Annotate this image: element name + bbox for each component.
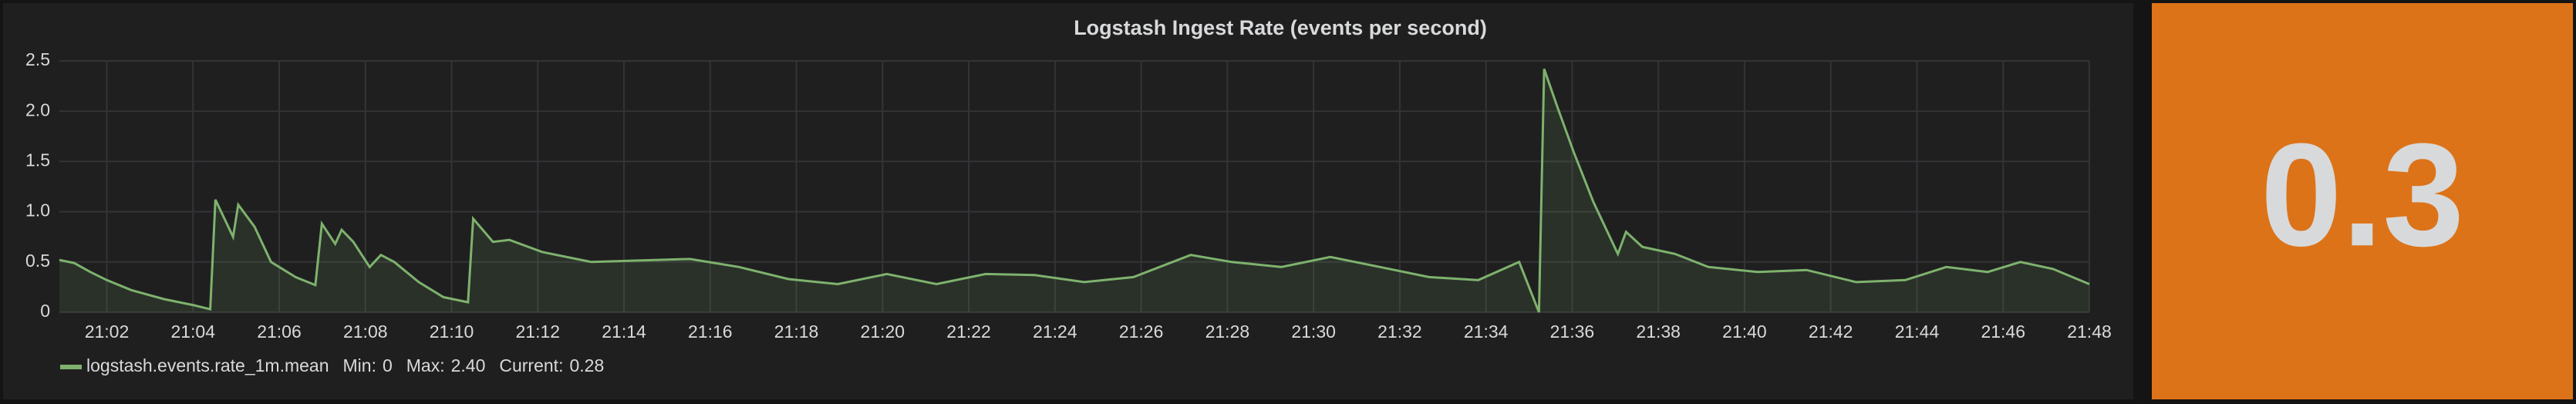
x-tick-label: 21:42 — [1809, 322, 1853, 342]
legend-stat-value: 2.40 — [451, 355, 486, 375]
x-tick-label: 21:38 — [1636, 322, 1681, 342]
y-tick-label: 1.5 — [25, 150, 50, 170]
series-area — [59, 69, 2089, 313]
y-tick-label: 0 — [40, 301, 50, 321]
y-tick-label: 0.5 — [25, 251, 50, 271]
x-tick-label: 21:10 — [430, 322, 474, 342]
x-tick-label: 21:44 — [1895, 322, 1940, 342]
x-tick-label: 21:26 — [1119, 322, 1164, 342]
x-tick-label: 21:14 — [602, 322, 646, 342]
y-tick-label: 2.5 — [25, 49, 50, 69]
y-tick-label: 2.0 — [25, 99, 50, 120]
x-tick-label: 21:06 — [257, 322, 302, 342]
singlestat-value: 0.3 — [2261, 113, 2464, 277]
x-tick-label: 21:40 — [1722, 322, 1767, 342]
legend-label: logstash.events.rate_1m.mean — [86, 355, 329, 375]
y-tick-label: 1.0 — [25, 200, 50, 221]
singlestat-panel — [2152, 3, 2573, 399]
x-tick-label: 21:16 — [688, 322, 733, 342]
x-tick-label: 21:48 — [2067, 322, 2112, 342]
x-tick-label: 21:22 — [946, 322, 991, 342]
x-tick-label: 21:18 — [774, 322, 819, 342]
x-tick-label: 21:20 — [861, 322, 905, 342]
x-tick-label: 21:24 — [1033, 322, 1077, 342]
x-tick-label: 21:28 — [1205, 322, 1250, 342]
x-tick-label: 21:04 — [170, 322, 215, 342]
x-tick-label: 21:02 — [85, 322, 130, 342]
legend-stat-value: 0 — [383, 355, 393, 375]
x-tick-label: 21:34 — [1464, 322, 1509, 342]
x-tick-label: 21:46 — [1981, 322, 2025, 342]
x-tick-label: 21:30 — [1291, 322, 1336, 342]
legend-stat-label: Max: — [406, 355, 445, 375]
x-tick-label: 21:08 — [343, 322, 388, 342]
legend-stat-value: 0.28 — [569, 355, 604, 375]
x-tick-label: 21:36 — [1550, 322, 1595, 342]
x-tick-label: 21:32 — [1377, 322, 1422, 342]
legend-stat-label: Current: — [499, 355, 563, 375]
legend-stat-label: Min: — [343, 355, 376, 375]
x-tick-label: 21:12 — [515, 322, 560, 342]
series-line — [59, 68, 2090, 313]
graph-panel — [3, 3, 2133, 399]
chart-title: Logstash Ingest Rate (events per second) — [1074, 16, 1487, 39]
legend-swatch — [60, 365, 82, 369]
